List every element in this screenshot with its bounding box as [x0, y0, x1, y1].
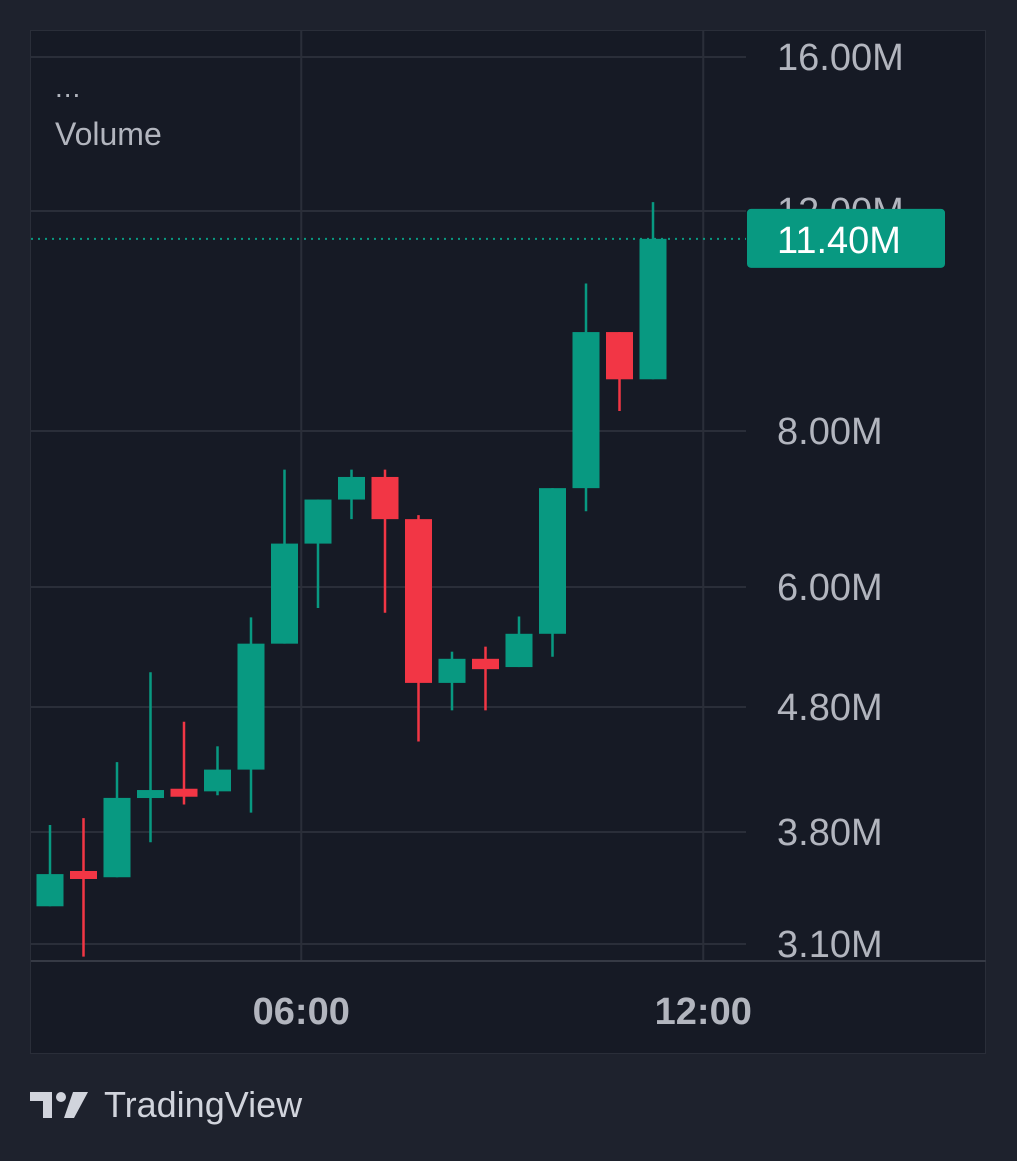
candle-body[interactable] — [170, 788, 198, 797]
y-axis-label: 4.80M — [777, 687, 883, 729]
chart-frame — [30, 30, 986, 1054]
brand-name: TradingView — [104, 1084, 303, 1125]
last-value-label: 11.40M — [777, 220, 901, 262]
chart-canvas[interactable]: 3.10M3.80M4.80M6.00M8.00M12.00M16.00M11.… — [0, 0, 1017, 1080]
candle-body[interactable] — [472, 658, 499, 670]
candle-body[interactable] — [70, 870, 97, 879]
candle-body[interactable] — [103, 797, 131, 878]
candle-body[interactable] — [572, 332, 600, 489]
legend-menu-dots[interactable]: ... — [55, 72, 82, 103]
candle-body[interactable] — [438, 658, 466, 683]
candle-body[interactable] — [137, 790, 164, 799]
tradingview-brand[interactable]: TradingView — [30, 1084, 302, 1126]
candle-body[interactable] — [539, 488, 566, 634]
x-axis-label: 06:00 — [253, 991, 350, 1033]
y-axis-label: 6.00M — [777, 567, 883, 609]
x-axis-label: 12:00 — [655, 991, 752, 1033]
candle-body[interactable] — [405, 519, 432, 683]
candle-body[interactable] — [606, 332, 633, 380]
candle-body[interactable] — [639, 238, 667, 380]
candle-body[interactable] — [204, 769, 231, 792]
candle-body[interactable] — [36, 874, 64, 907]
legend-title: Volume — [55, 116, 162, 152]
candle-body[interactable] — [237, 643, 265, 770]
last-value-badge — [747, 208, 945, 268]
y-axis-label: 8.00M — [777, 411, 883, 453]
candle-body[interactable] — [271, 543, 298, 644]
y-axis-label: 3.10M — [777, 924, 883, 966]
y-axis-label: 3.80M — [777, 812, 883, 854]
candle-body[interactable] — [338, 476, 365, 500]
candle-body[interactable] — [304, 499, 332, 544]
candle-body[interactable] — [371, 476, 399, 520]
candle-body[interactable] — [505, 633, 533, 668]
y-axis-label: 16.00M — [777, 37, 904, 79]
tradingview-logo-icon — [30, 1092, 88, 1118]
